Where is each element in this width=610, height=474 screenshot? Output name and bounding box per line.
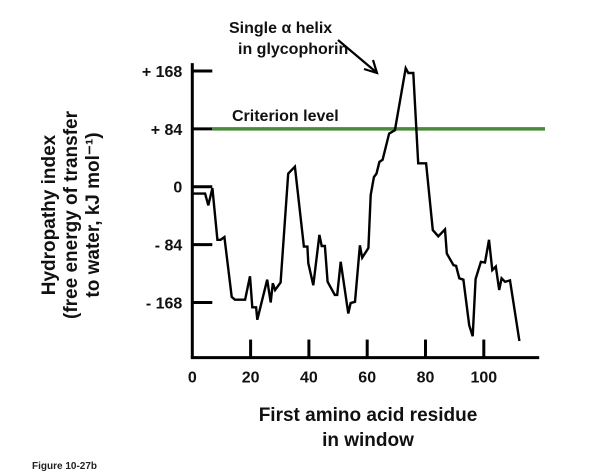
y-tick-label: 0	[173, 180, 182, 197]
annotation-line-2: in glycophorin	[238, 41, 348, 58]
annotation-arrow	[337, 39, 379, 75]
x-tick-label: 40	[300, 370, 318, 387]
y-tick-label: + 168	[142, 64, 183, 81]
x-axis-label-1: First amino acid residue	[259, 405, 478, 426]
x-tick-label: 60	[358, 370, 376, 387]
y-tick-label: + 84	[151, 122, 183, 139]
figure-caption: Figure 10-27b	[32, 461, 97, 472]
x-tick-label: 100	[470, 370, 497, 387]
y-axis-label-2: (free energy of transfer	[61, 110, 82, 319]
x-tick-label: 0	[188, 370, 197, 387]
y-tick-label: - 168	[146, 295, 183, 312]
hydropathy-line	[193, 64, 521, 342]
x-tick-label: 80	[417, 370, 435, 387]
annotation-line-1: Single α helix	[229, 20, 332, 37]
x-tick-label: 20	[242, 370, 260, 387]
y-axis-label-3: to water, kJ mol⁻¹)	[83, 132, 104, 297]
y-tick-label: - 84	[155, 238, 183, 255]
y-axis-label-1: Hydropathy index	[39, 134, 60, 295]
criterion-level-label: Criterion level	[232, 108, 339, 125]
x-axis-label-2: in window	[322, 430, 414, 451]
